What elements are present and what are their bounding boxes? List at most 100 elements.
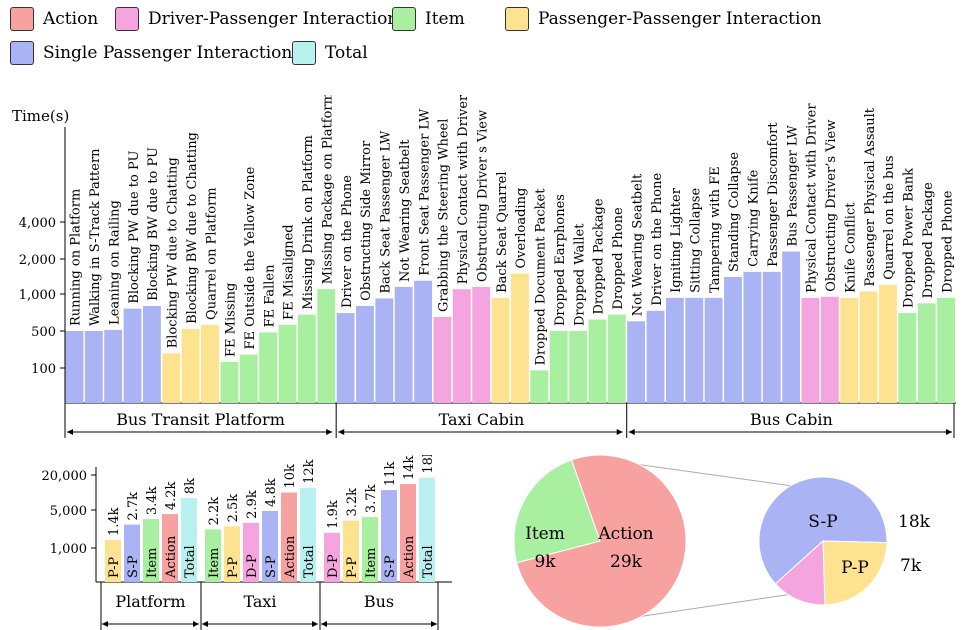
bar-category-label: P-P [345,557,360,578]
bar-quarrel-on-platform [201,324,219,403]
legend-swatch [505,7,529,31]
bar-category-label: Action [164,535,179,579]
legend-label: Passenger-Passenger Interaction [538,9,822,29]
bar-bus-d-p [324,532,340,582]
pie-slice-s-p [758,476,888,585]
bar-category-label: Item [364,548,379,578]
bracket-arrow [946,429,952,435]
bar-passenger-discomfort [762,271,781,403]
legend-swatch [392,7,416,31]
y-tick-label: 500 [31,325,56,340]
bar-value-label: 18k [421,455,436,474]
legend-item-driver-passenger-interaction: Driver-Passenger Interaction [115,6,398,32]
bar-obstructing-driver-s-view [820,296,839,403]
bar-label: Back Seat Passenger LW [379,130,394,293]
bar-value-label: 3.4k [145,486,160,515]
bar-label: Overloading [514,188,529,269]
bar-dropped-package [917,303,936,403]
bar-value-label: 3.7k [364,484,379,513]
group-label-platform: Platform [115,592,185,611]
legend-label: Single Passenger Interaction [43,43,293,63]
bar-label: Physical Contact with Driver [805,103,820,293]
bar-obstructing-driver-s-view [472,286,491,403]
legend-item-single-passenger-interaction: Single Passenger Interaction [10,40,292,66]
legend-label: Item [425,9,465,29]
pie-value-action: 29k [610,552,643,572]
bar-category-label: S-P [126,555,141,578]
pie-slice-d-p [774,539,826,606]
pie-label-action: Action [597,524,653,544]
bar-running-on-platform [65,331,84,403]
bar-taxi-p-p [224,526,240,582]
bar-label: Knife Conflict [843,202,858,293]
bar-physical-contact-with-driver [801,297,820,403]
bar-fe-outside-the-yellow-zone [239,354,258,403]
bar-blocking-pw-due-to-pu [123,308,142,403]
bar-label: Dropped Document Packet [534,188,549,366]
bar-dropped-phone [607,314,626,403]
bar-bus-s-p [381,490,397,582]
bar-obstructing-side-mirror [356,305,374,403]
bar-front-seat-passenger-lw [414,280,433,403]
bar-bus-passenger-lw [782,251,801,403]
bar-category-label: Total [183,545,198,578]
bar-dropped-power-bank [898,313,917,403]
bar-bus-action [400,484,416,582]
bar-value-label: 12k [302,459,317,484]
bar-value-label: 1.9k [326,500,341,529]
bar-taxi-total [300,487,316,582]
bar-dropped-package [588,319,607,403]
pie-value-p-p: 7k [900,556,922,576]
bar-quarrel-on-the-bus [879,284,897,403]
bracket-arrow [102,621,108,627]
bar-value-label: 8k [183,478,198,494]
bar-driver-on-the-phone [336,313,355,403]
legend-swatch [292,41,316,65]
group-label-taxi-cabin: Taxi Cabin [439,410,525,429]
bar-platform-s-p [124,524,140,582]
legend: Action Driver-Passenger Interaction Item Pa… [0,0,963,76]
bracket-arrow [431,621,437,627]
y-tick-label: 100 [31,362,56,377]
bar-value-label: 14k [402,455,417,480]
group-label-bus-transit-platform: Bus Transit Platform [116,410,285,429]
bar-physical-contact-with-driver [452,289,471,403]
bar-value-label: 3.2k [345,488,360,517]
group-label-bus-cabin: Bus Cabin [750,410,833,429]
bar-bus-p-p [343,520,359,582]
bar-value-label: 10k [283,464,298,489]
bar-category-label: S-P [264,555,279,578]
bar-driver-on-the-phone [646,310,665,403]
bar-overloading [511,273,529,403]
bracket-arrow [628,429,635,435]
pie-label-p-p: P-P [841,558,869,578]
pie-value-s-p: 18k [898,512,931,532]
bar-label: FE Outside the Yellow Zone [243,166,258,349]
y-tick-label: 4,000 [19,216,56,231]
bar-back-seat-quarrel [491,297,510,403]
bar-blocking-bw-due-to-pu [142,305,161,403]
bar-value-label: 2.9k [245,490,260,519]
bar-sitting-collapse [685,297,704,403]
bar-label: Leaning on Railing [107,200,122,325]
bar-label: Igniting Lighter [669,187,684,293]
bar-label: Bus Passenger LW [785,125,800,247]
bar-label: FE Misaligned [282,224,297,320]
bar-dropped-phone [937,297,955,403]
y-tick-label: 20,000 [42,469,88,484]
bar-passenger-physical-assault [859,291,878,403]
bar-label: Grabbing the Steering Wheel [437,119,452,312]
bar-label: Missing Drink on Platform [301,135,316,309]
bar-value-label: 4.8k [264,478,279,507]
bracket-arrow [202,621,208,627]
bar-not-wearing-seatbelt [627,321,646,403]
bar-not-wearing-seatbelt [394,286,413,403]
bar-label: FE Fallen [262,264,277,328]
bar-label: Back Seat Quarrel [495,171,510,292]
bar-category-label: S-P [383,555,398,578]
bar-category-label: D-P [245,554,260,578]
y-tick-label: 2,000 [19,253,56,268]
bar-fe-missing [220,361,239,403]
bar-label: Front Seat Passenger LW [417,108,432,276]
bar-walking-in-s-track-pattern [84,331,103,403]
